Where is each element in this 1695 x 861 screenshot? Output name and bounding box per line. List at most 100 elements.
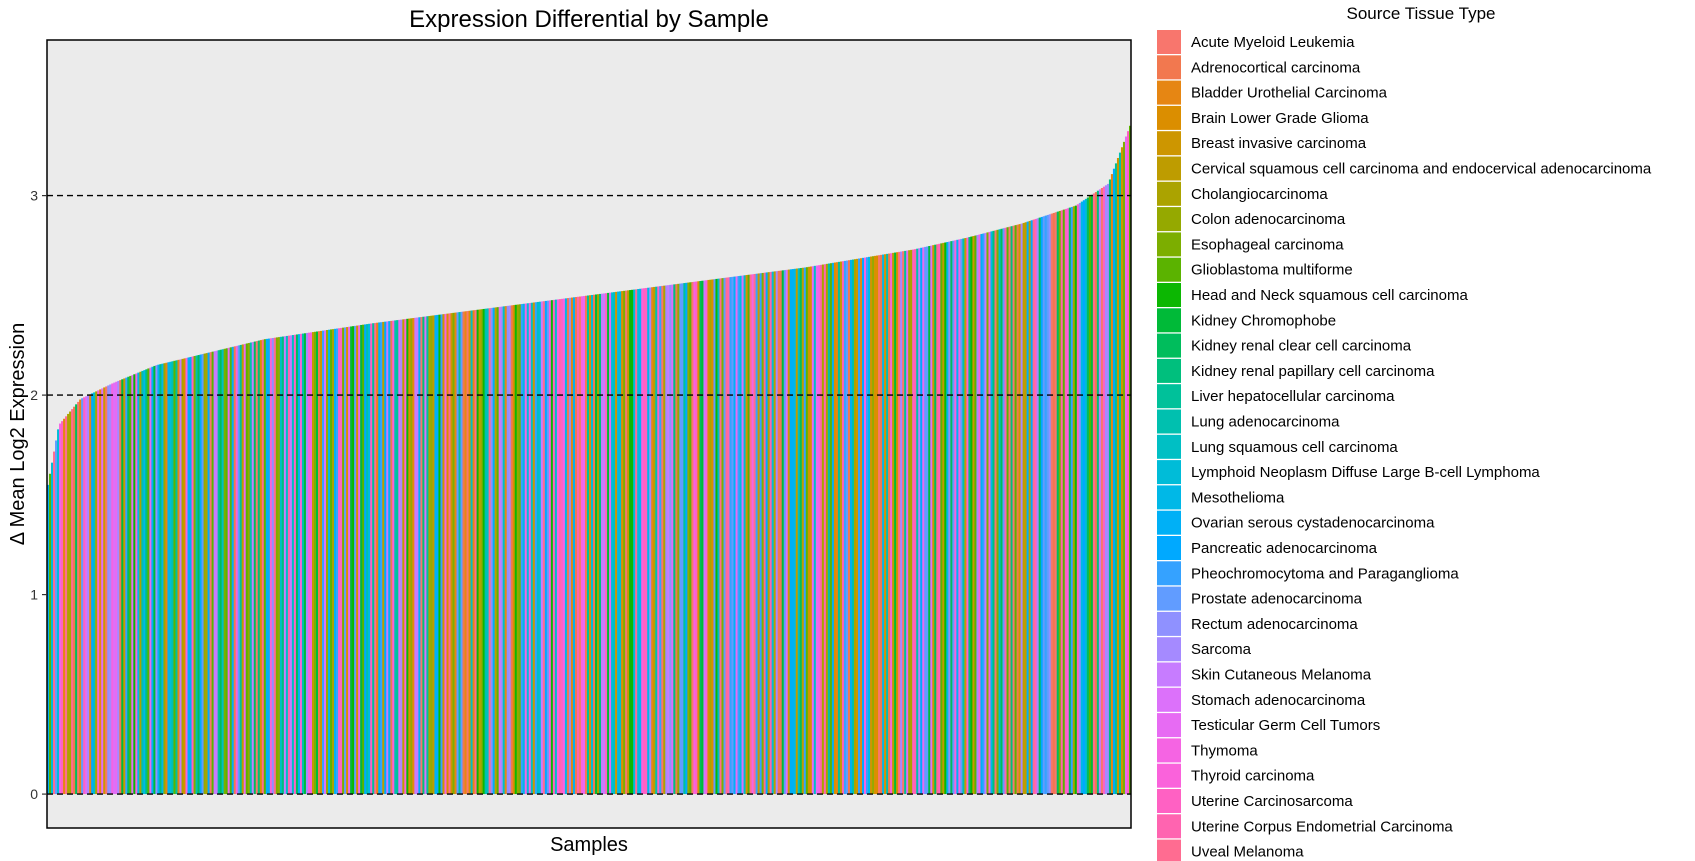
sample-bar — [1044, 215, 1048, 795]
sample-bar — [1016, 224, 1019, 795]
sample-bar — [924, 246, 927, 795]
legend-label: Lung squamous cell carcinoma — [1191, 439, 1398, 456]
sample-bar — [263, 339, 267, 795]
sample-bar — [1086, 197, 1090, 795]
sample-bar — [502, 306, 506, 795]
sample-bar — [243, 343, 247, 795]
sample-bar — [380, 322, 383, 795]
sample-bar — [195, 355, 198, 795]
sample-bar — [729, 277, 732, 795]
sample-bar — [667, 285, 670, 795]
sample-bar — [882, 254, 885, 795]
sample-bar — [1008, 226, 1011, 795]
sample-bar — [685, 282, 688, 795]
sample-bar — [591, 294, 594, 795]
sample-bar — [398, 319, 401, 795]
sample-bar — [496, 307, 500, 795]
legend-label: Kidney renal papillary cell carcinoma — [1191, 363, 1435, 380]
sample-bar — [526, 303, 530, 795]
sample-bar — [940, 243, 943, 795]
sample-bar — [1128, 125, 1132, 795]
sample-bar — [504, 306, 508, 795]
sample-bar — [1090, 194, 1094, 795]
sample-bar — [534, 302, 538, 795]
sample-bar — [912, 249, 915, 795]
sample-bar — [125, 377, 128, 795]
sample-bar — [255, 341, 259, 795]
sample-bar — [878, 255, 881, 795]
sample-bar — [992, 230, 995, 795]
sample-bar — [643, 288, 646, 795]
legend-swatch — [1157, 257, 1181, 282]
sample-bar — [1034, 218, 1038, 795]
sample-bar — [809, 266, 813, 795]
sample-bar — [311, 332, 315, 795]
sample-bar — [970, 236, 973, 795]
sample-bar — [305, 332, 309, 795]
sample-bar — [745, 275, 748, 795]
sample-bar — [1124, 136, 1128, 795]
sample-bar — [785, 269, 789, 795]
sample-bar — [191, 356, 194, 795]
legend-swatch — [1157, 839, 1181, 861]
sample-bar — [79, 399, 82, 795]
legend-label: Lung adenocarcinoma — [1191, 414, 1340, 431]
sample-bar — [904, 250, 907, 795]
legend-label: Uveal Melanoma — [1191, 844, 1304, 861]
sample-bar — [472, 310, 475, 795]
sample-bar — [962, 238, 965, 795]
sample-bar — [458, 312, 461, 795]
sample-bar — [605, 293, 608, 795]
sample-bar — [364, 324, 367, 795]
sample-bar — [412, 318, 415, 795]
legend-swatch — [1157, 80, 1181, 105]
sample-bar — [131, 375, 134, 795]
sample-bar — [418, 317, 421, 795]
sample-bar — [845, 260, 849, 795]
sample-bar — [406, 318, 409, 795]
sample-bar — [1042, 216, 1046, 795]
sample-bar — [426, 316, 429, 795]
sample-bar — [89, 394, 92, 795]
sample-bar — [902, 251, 905, 795]
sample-bar — [597, 294, 600, 795]
sample-bar — [906, 250, 909, 795]
sample-bar — [259, 340, 263, 795]
sample-bar — [930, 245, 933, 795]
sample-bar — [139, 371, 142, 795]
sample-bar — [293, 334, 297, 795]
sample-bar — [936, 244, 939, 795]
sample-bar — [974, 235, 977, 795]
sample-bar — [1004, 227, 1007, 795]
sample-bar — [368, 323, 371, 795]
sample-bar — [982, 233, 985, 795]
sample-bar — [821, 264, 825, 795]
sample-bar — [699, 280, 702, 795]
sample-bar — [657, 286, 660, 795]
sample-bar — [93, 392, 96, 795]
sample-bar — [57, 429, 60, 795]
sample-bar — [275, 337, 279, 795]
sample-bar — [1000, 228, 1003, 795]
sample-bar — [707, 279, 710, 795]
sample-bar — [528, 302, 532, 795]
sample-bar — [482, 308, 485, 795]
sample-bar — [434, 315, 437, 795]
sample-bar — [506, 305, 510, 795]
sample-bar — [233, 346, 237, 795]
sample-bar — [269, 338, 273, 795]
sample-bar — [599, 293, 602, 795]
sample-bar — [111, 383, 114, 795]
y-tick-label: 3 — [30, 188, 38, 204]
sample-bar — [1012, 225, 1015, 795]
sample-bar — [313, 331, 317, 795]
sample-bar — [189, 356, 192, 795]
sample-bar — [143, 370, 146, 795]
sample-bar — [765, 272, 769, 795]
sample-bar — [149, 367, 152, 795]
sample-bar — [277, 337, 281, 795]
sample-bar — [237, 345, 241, 795]
sample-bar — [855, 258, 859, 795]
sample-bar — [757, 273, 760, 795]
sample-bar — [896, 252, 899, 795]
